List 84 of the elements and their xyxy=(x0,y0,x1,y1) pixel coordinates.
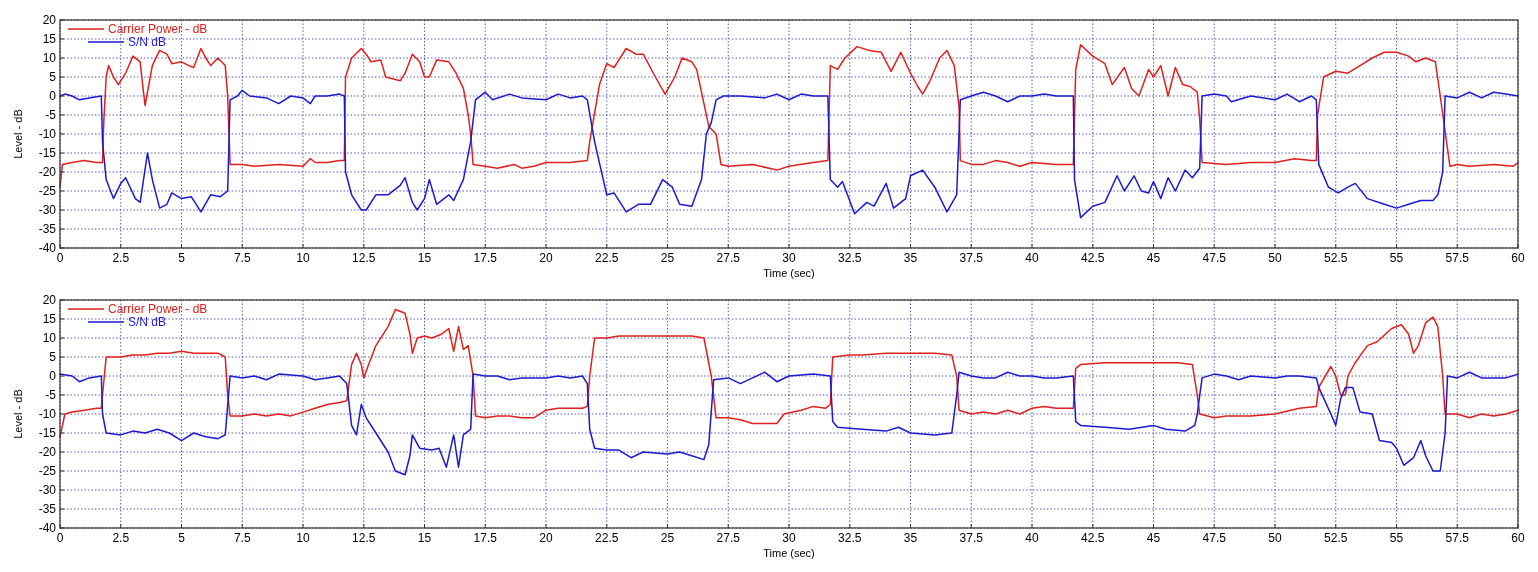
x-tick-label: 35 xyxy=(903,251,918,265)
y-tick-label: -10 xyxy=(38,407,57,421)
y-tick-label: 20 xyxy=(42,13,57,27)
x-tick-label: 10 xyxy=(296,531,310,545)
y-tick-label: -25 xyxy=(38,184,57,198)
x-tick-label: 57.5 xyxy=(1445,531,1470,545)
x-tick-label: 45 xyxy=(1146,251,1161,265)
y-tick-label: 20 xyxy=(42,293,57,307)
x-tick-label: 27.5 xyxy=(716,531,741,545)
x-axis-title: Time (sec) xyxy=(763,547,815,559)
x-tick-label: 55 xyxy=(1389,251,1404,265)
x-tick-label: 20 xyxy=(539,251,553,265)
y-tick-label: -20 xyxy=(38,445,57,459)
x-tick-label: 40 xyxy=(1025,251,1039,265)
x-tick-label: 57.5 xyxy=(1445,251,1470,265)
x-tick-label: 35 xyxy=(903,531,918,545)
y-tick-label: -40 xyxy=(38,241,57,255)
legend-label: S/N dB xyxy=(128,315,167,329)
x-tick-label: 2.5 xyxy=(112,531,130,545)
x-tick-label: 10 xyxy=(296,251,310,265)
x-tick-label: 12.5 xyxy=(352,531,376,545)
x-tick-label: 55 xyxy=(1389,531,1404,545)
x-tick-label: 50 xyxy=(1268,251,1282,265)
x-tick-label: 60 xyxy=(1511,531,1525,545)
x-tick-label: 22.5 xyxy=(595,251,619,265)
x-tick-label: 37.5 xyxy=(959,251,984,265)
x-tick-label: 15 xyxy=(417,251,432,265)
y-tick-label: 15 xyxy=(42,312,57,326)
y-tick-label: -15 xyxy=(38,146,57,160)
x-tick-label: 5 xyxy=(178,531,186,545)
legend-label: Carrier Power - dB xyxy=(108,22,208,36)
y-tick-label: -35 xyxy=(38,502,57,516)
y-tick-label: -25 xyxy=(38,464,57,478)
y-tick-label: -30 xyxy=(38,203,57,217)
x-tick-label: 7.5 xyxy=(233,531,251,545)
y-tick-label: 15 xyxy=(42,32,57,46)
x-tick-label: 52.5 xyxy=(1324,251,1348,265)
y-axis-title: Level - dB xyxy=(12,109,24,159)
y-tick-label: 0 xyxy=(49,89,57,103)
y-tick-label: -10 xyxy=(38,127,57,141)
line-series xyxy=(59,371,1519,476)
x-tick-label: 30 xyxy=(782,251,796,265)
y-tick-label: -15 xyxy=(38,426,57,440)
y-tick-label: -20 xyxy=(38,165,57,179)
x-tick-label: 27.5 xyxy=(716,251,741,265)
x-tick-label: 25 xyxy=(660,251,675,265)
x-tick-label: 37.5 xyxy=(959,531,984,545)
x-axis-title: Time (sec) xyxy=(763,267,815,279)
line-series xyxy=(59,89,1519,219)
x-tick-label: 52.5 xyxy=(1324,531,1348,545)
x-tick-label: 20 xyxy=(539,531,553,545)
x-tick-label: 25 xyxy=(660,531,675,545)
x-tick-label: 2.5 xyxy=(112,251,130,265)
x-tick-label: 47.5 xyxy=(1202,531,1227,545)
y-tick-label: 0 xyxy=(49,369,57,383)
x-tick-label: 45 xyxy=(1146,531,1161,545)
x-tick-label: 7.5 xyxy=(233,251,251,265)
y-tick-label: -35 xyxy=(38,222,57,236)
x-tick-label: 47.5 xyxy=(1202,251,1227,265)
legend-label: Carrier Power - dB xyxy=(108,302,208,316)
x-tick-label: 50 xyxy=(1268,531,1282,545)
y-tick-label: 10 xyxy=(42,51,57,65)
y-tick-label: -5 xyxy=(45,388,57,402)
x-tick-label: 22.5 xyxy=(595,531,619,545)
x-tick-label: 40 xyxy=(1025,531,1039,545)
x-tick-label: 32.5 xyxy=(838,531,862,545)
legend-label: S/N dB xyxy=(128,35,167,49)
y-axis-title: Level - dB xyxy=(12,389,24,439)
y-tick-label: 5 xyxy=(49,70,57,84)
x-tick-label: 42.5 xyxy=(1081,251,1105,265)
y-tick-label: -30 xyxy=(38,483,57,497)
x-tick-label: 12.5 xyxy=(352,251,376,265)
y-tick-label: 10 xyxy=(42,331,57,345)
x-tick-label: 17.5 xyxy=(473,251,498,265)
x-tick-label: 30 xyxy=(782,531,796,545)
x-tick-label: 32.5 xyxy=(838,251,862,265)
y-tick-label: -5 xyxy=(45,108,57,122)
x-tick-label: 60 xyxy=(1511,251,1525,265)
y-tick-label: -40 xyxy=(38,521,57,535)
x-tick-label: 42.5 xyxy=(1081,531,1105,545)
y-tick-label: 5 xyxy=(49,350,57,364)
x-tick-label: 15 xyxy=(417,531,432,545)
x-tick-label: 17.5 xyxy=(473,531,498,545)
x-tick-label: 5 xyxy=(178,251,186,265)
